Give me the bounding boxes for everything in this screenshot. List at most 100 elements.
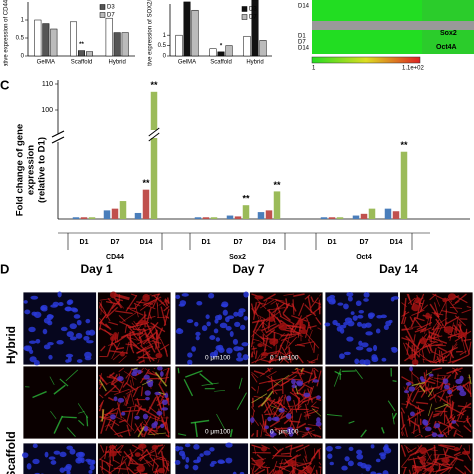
fibre [447,358,461,364]
cell [358,340,363,346]
fibre [138,454,147,461]
fibre [293,293,305,297]
cell [26,463,32,470]
bar [392,211,400,219]
fibre [429,303,440,318]
cell [175,445,180,452]
fibre [138,332,146,339]
bar [242,205,250,219]
bar [113,32,121,57]
fibre [164,299,169,307]
fibre [427,388,435,398]
significance-mark: ** [242,194,250,204]
fibre [411,466,414,474]
y-tick-label: 0 [163,54,167,60]
cell [329,294,336,299]
cell [75,332,83,339]
fibre [129,462,144,466]
fibre [133,320,142,332]
fibre [141,379,153,386]
fibre [317,327,322,330]
fibre [309,449,320,465]
cell [65,353,74,358]
y-tick-label: 1 [21,18,25,24]
bar [78,50,85,57]
fibre [463,465,472,474]
cell [356,453,364,460]
fibre [259,299,274,309]
micrograph [174,365,249,440]
cell [155,352,163,359]
micrograph [249,442,324,474]
fibre [297,400,306,408]
cell [88,469,93,474]
cell [346,336,354,342]
cell [65,463,72,470]
fibre [108,418,120,427]
fibre [78,410,85,414]
fibre [264,367,272,373]
fibre [259,317,269,327]
bar [384,208,392,219]
y-tick-label: 0 [21,54,25,60]
chart: 0 0.5 1 GelMA Scaffold Hybrid Relative express… [4,0,135,66]
bar [150,91,158,130]
fibre [157,446,164,455]
cell [348,446,354,451]
fibre [107,423,120,438]
cell [193,444,200,450]
cell [355,300,362,306]
fibre [126,367,133,383]
bar [273,191,281,219]
fibre [288,346,292,363]
fibre [100,301,103,315]
fibre [405,335,420,350]
fibre [453,420,466,423]
cell [151,422,157,429]
fibre [254,350,258,359]
micrograph [22,365,97,440]
fibre [153,295,166,306]
fibre [428,360,437,364]
fibre [131,322,142,334]
fibre [265,324,280,334]
fibre [428,331,440,337]
bar [336,217,344,219]
fibre [150,454,167,460]
fibre [418,349,421,358]
fibre [151,457,156,471]
cell [196,300,203,306]
group-label: CD44 [106,254,124,261]
cell [24,309,31,315]
fibre [316,370,322,387]
heatmap-cell [312,0,422,21]
fibre [138,335,143,342]
cell [59,451,67,458]
fibre [416,401,429,405]
micrographs [21,291,474,474]
fibre [401,376,414,385]
fibre [145,337,161,344]
x-tick-label: Scaffold [71,60,93,66]
bar [105,17,113,57]
cell [316,417,321,423]
fibre [128,322,148,329]
cell [117,397,125,403]
fibre [430,385,437,403]
fibre [416,321,433,331]
chart: 0 0.5 1 GelMA Scaffold Hybrid Relative express… [148,0,272,66]
cell [48,354,53,360]
fibre [306,312,316,317]
cell [303,392,311,398]
fibre [416,410,418,425]
cell [201,325,208,332]
cell [58,302,64,307]
fibre [463,425,472,433]
fibre [411,381,426,387]
fibre [99,458,114,467]
fibre [119,434,123,438]
fibre [416,471,419,474]
fibre [278,466,291,473]
cell [365,331,373,336]
fibre [267,371,277,377]
